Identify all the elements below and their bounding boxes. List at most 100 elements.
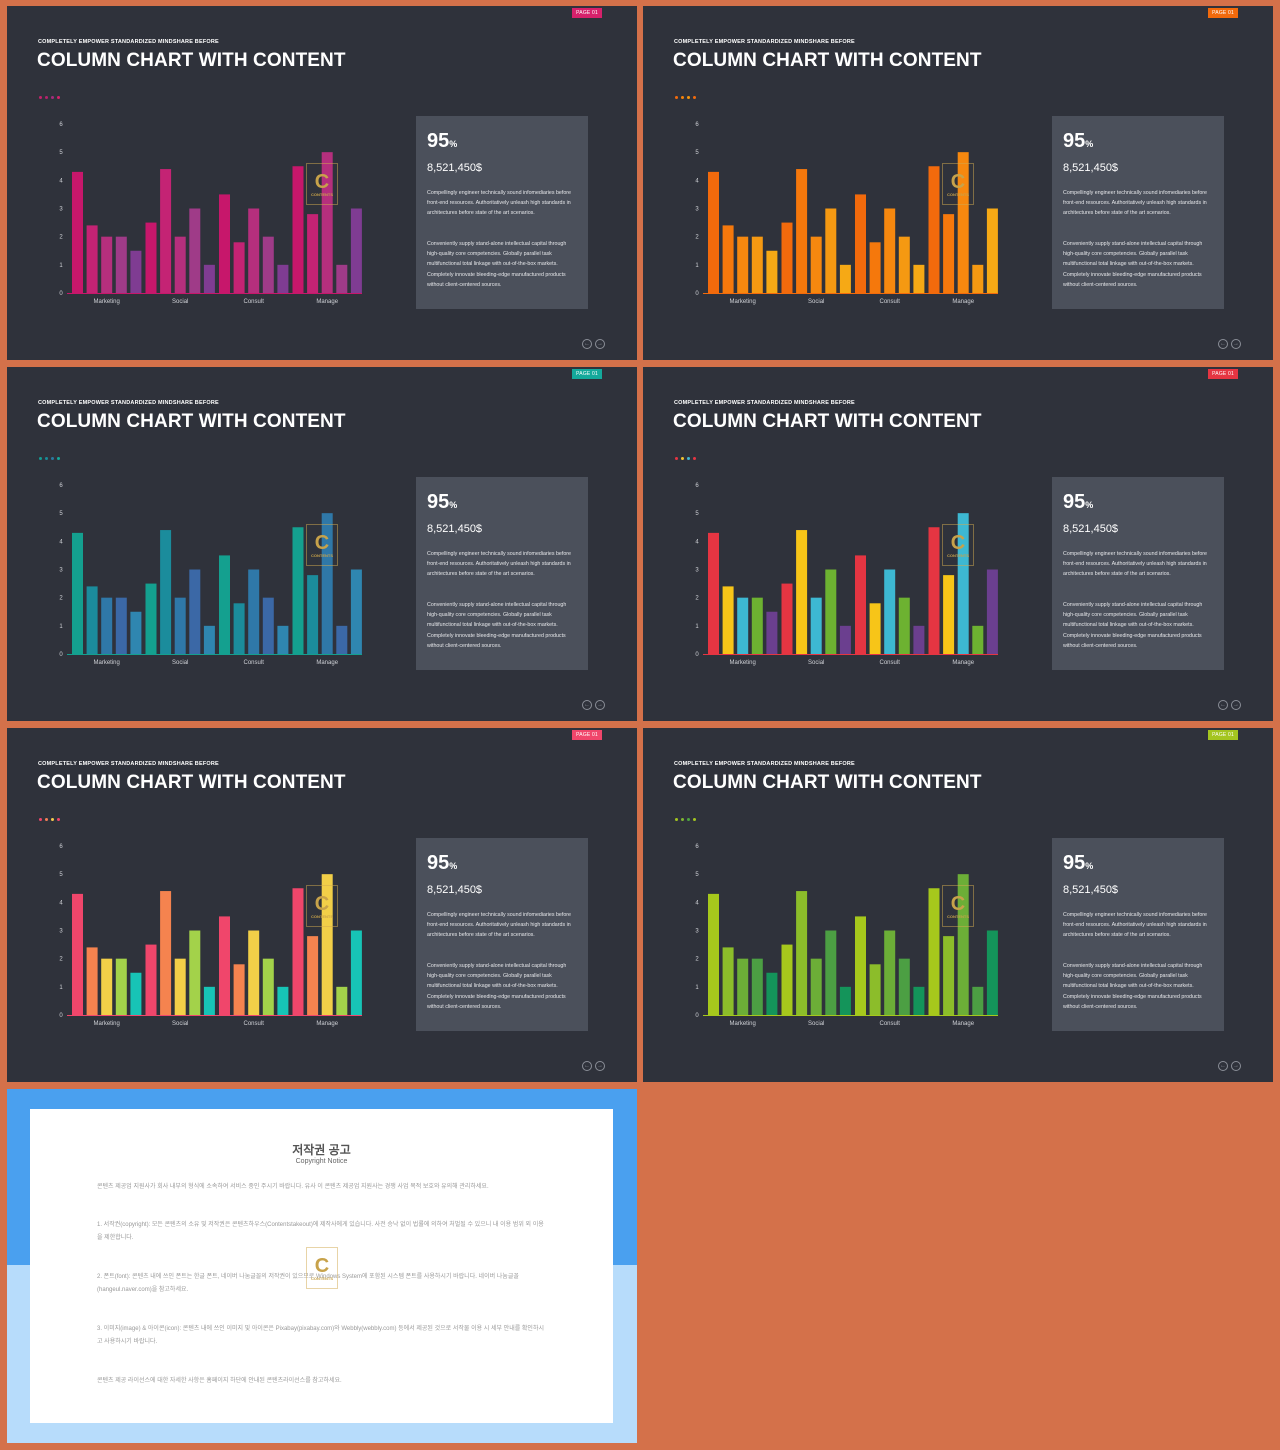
x-category-label: Social bbox=[808, 299, 824, 305]
panel-paragraph: Compellingly engineer technically sound … bbox=[1063, 190, 1207, 217]
y-tick-label: 1 bbox=[695, 985, 699, 991]
y-tick-label: 5 bbox=[695, 872, 699, 878]
chart-bar bbox=[943, 214, 955, 293]
dot bbox=[51, 818, 54, 821]
next-arrow-icon[interactable]: → bbox=[595, 700, 605, 710]
chart-bar bbox=[203, 264, 215, 293]
y-tick-label: 4 bbox=[695, 178, 699, 184]
y-tick-label: 6 bbox=[59, 844, 63, 850]
chart-bar bbox=[751, 236, 763, 293]
prev-arrow-icon[interactable]: ← bbox=[1218, 339, 1228, 349]
content-panel: 95% 8,521,450$ Compellingly engineer tec… bbox=[1052, 116, 1224, 309]
chart-bar bbox=[101, 597, 113, 654]
next-arrow-icon[interactable]: → bbox=[595, 339, 605, 349]
y-tick-label: 0 bbox=[695, 652, 699, 658]
notice-subtitle: Copyright Notice bbox=[295, 1158, 348, 1165]
dot bbox=[45, 818, 48, 821]
chart-slide[interactable]: PAGE 01 COMPLETELY EMPOWER STANDARDIZED … bbox=[643, 6, 1273, 360]
chart-slide[interactable]: PAGE 01 COMPLETELY EMPOWER STANDARDIZED … bbox=[7, 728, 637, 1082]
chart-bar bbox=[130, 250, 142, 293]
y-tick-label: 5 bbox=[59, 150, 63, 156]
panel-paragraph: Conveniently supply stand-alone intellec… bbox=[427, 241, 567, 288]
y-tick-label: 3 bbox=[59, 568, 63, 574]
chart-bar bbox=[189, 930, 201, 1015]
column-chart: 0 1 2 3 4 5 6 Marketing Social Consult Manage bbox=[59, 483, 362, 666]
percent-sign: % bbox=[1085, 861, 1094, 871]
next-arrow-icon[interactable]: → bbox=[1231, 339, 1241, 349]
chart-bar bbox=[928, 527, 940, 654]
prev-arrow-icon[interactable]: ← bbox=[582, 339, 592, 349]
column-chart: 0 1 2 3 4 5 6 Marketing Social Consult Manage bbox=[695, 844, 998, 1027]
percent-number: 95 bbox=[1063, 130, 1086, 152]
chart-bar bbox=[277, 625, 289, 654]
next-arrow-icon[interactable]: → bbox=[1231, 700, 1241, 710]
watermark-letter: C bbox=[950, 170, 966, 193]
chart-bar bbox=[708, 893, 719, 1015]
watermark-letter: C bbox=[314, 892, 330, 915]
percent-value: 95% bbox=[1063, 852, 1093, 875]
watermark-text: CONTENTS bbox=[947, 552, 969, 558]
chart-bar bbox=[722, 947, 734, 1015]
next-arrow-icon[interactable]: → bbox=[595, 1061, 605, 1071]
chart-slide[interactable]: PAGE 01 COMPLETELY EMPOWER STANDARDIZED … bbox=[643, 367, 1273, 721]
chart-bar bbox=[248, 930, 260, 1015]
percent-number: 95 bbox=[427, 130, 450, 152]
notice-card: 저작권 공고 Copyright Notice 콘텐츠 제공업 지원사가 회사 … bbox=[30, 1109, 613, 1423]
dot bbox=[675, 818, 678, 821]
y-tick-label: 0 bbox=[695, 291, 699, 297]
percent-sign: % bbox=[449, 861, 458, 871]
chart-bar bbox=[101, 236, 113, 293]
y-tick-label: 2 bbox=[695, 235, 699, 241]
chart-bar bbox=[898, 597, 910, 654]
dot-indicator bbox=[675, 808, 699, 826]
percent-number: 95 bbox=[427, 491, 450, 513]
chart-slide[interactable]: PAGE 01 COMPLETELY EMPOWER STANDARDIZED … bbox=[7, 367, 637, 721]
chart-bar bbox=[898, 236, 910, 293]
chart-bar bbox=[825, 930, 837, 1015]
chart-bar bbox=[766, 611, 778, 654]
y-tick-label: 0 bbox=[59, 291, 63, 297]
chart-bar bbox=[781, 583, 793, 654]
x-category-label: Social bbox=[172, 1021, 188, 1027]
x-category-label: Manage bbox=[952, 299, 974, 305]
x-category-label: Social bbox=[172, 660, 188, 666]
watermark-text: CONTENTS bbox=[311, 191, 333, 197]
y-tick-label: 0 bbox=[59, 652, 63, 658]
x-category-label: Social bbox=[808, 1021, 824, 1027]
chart-bar bbox=[884, 569, 896, 654]
chart-bar bbox=[884, 930, 896, 1015]
percent-value: 95% bbox=[427, 130, 457, 153]
y-tick-label: 0 bbox=[695, 1013, 699, 1019]
panel-paragraph: Compellingly engineer technically sound … bbox=[427, 551, 571, 578]
chart-bar bbox=[928, 888, 940, 1015]
column-chart: 0 1 2 3 4 5 6 Marketing Social Consult Manage bbox=[695, 122, 998, 305]
notice-paragraph: 콘텐츠 제공 라이선스에 대한 자세한 사항은 홈페이지 하단에 안내된 콘텐츠… bbox=[97, 1378, 342, 1384]
x-category-label: Marketing bbox=[730, 660, 756, 666]
chart-bar bbox=[766, 250, 778, 293]
watermark-letter: C bbox=[314, 531, 330, 554]
watermark-text: CONTENTS bbox=[311, 1275, 333, 1281]
prev-arrow-icon[interactable]: ← bbox=[1218, 1061, 1228, 1071]
notice-title: 저작권 공고 bbox=[292, 1143, 351, 1157]
panel-paragraph: Conveniently supply stand-alone intellec… bbox=[427, 963, 567, 1010]
chart-slide[interactable]: PAGE 01 COMPLETELY EMPOWER STANDARDIZED … bbox=[7, 6, 637, 360]
chart-bar bbox=[957, 152, 969, 293]
prev-arrow-icon[interactable]: ← bbox=[1218, 700, 1228, 710]
chart-bar bbox=[855, 194, 866, 293]
chart-bar bbox=[722, 586, 734, 654]
slide-navigation: ← → bbox=[582, 1054, 608, 1072]
chart-slide[interactable]: PAGE 01 COMPLETELY EMPOWER STANDARDIZED … bbox=[643, 728, 1273, 1082]
watermark-logo: C CONTENTS bbox=[306, 1247, 338, 1289]
page-tag: PAGE 01 bbox=[572, 369, 602, 379]
prev-arrow-icon[interactable]: ← bbox=[582, 1061, 592, 1071]
chart-bar bbox=[869, 603, 881, 654]
percent-value: 95% bbox=[1063, 130, 1093, 153]
chart-bar bbox=[737, 958, 749, 1015]
chart-bar bbox=[219, 194, 230, 293]
chart-bar bbox=[943, 936, 955, 1015]
chart-bar bbox=[233, 603, 245, 654]
slide-subtitle: COMPLETELY EMPOWER STANDARDIZED MINDSHAR… bbox=[674, 39, 855, 45]
next-arrow-icon[interactable]: → bbox=[1231, 1061, 1241, 1071]
dot-indicator bbox=[675, 86, 699, 104]
prev-arrow-icon[interactable]: ← bbox=[582, 700, 592, 710]
